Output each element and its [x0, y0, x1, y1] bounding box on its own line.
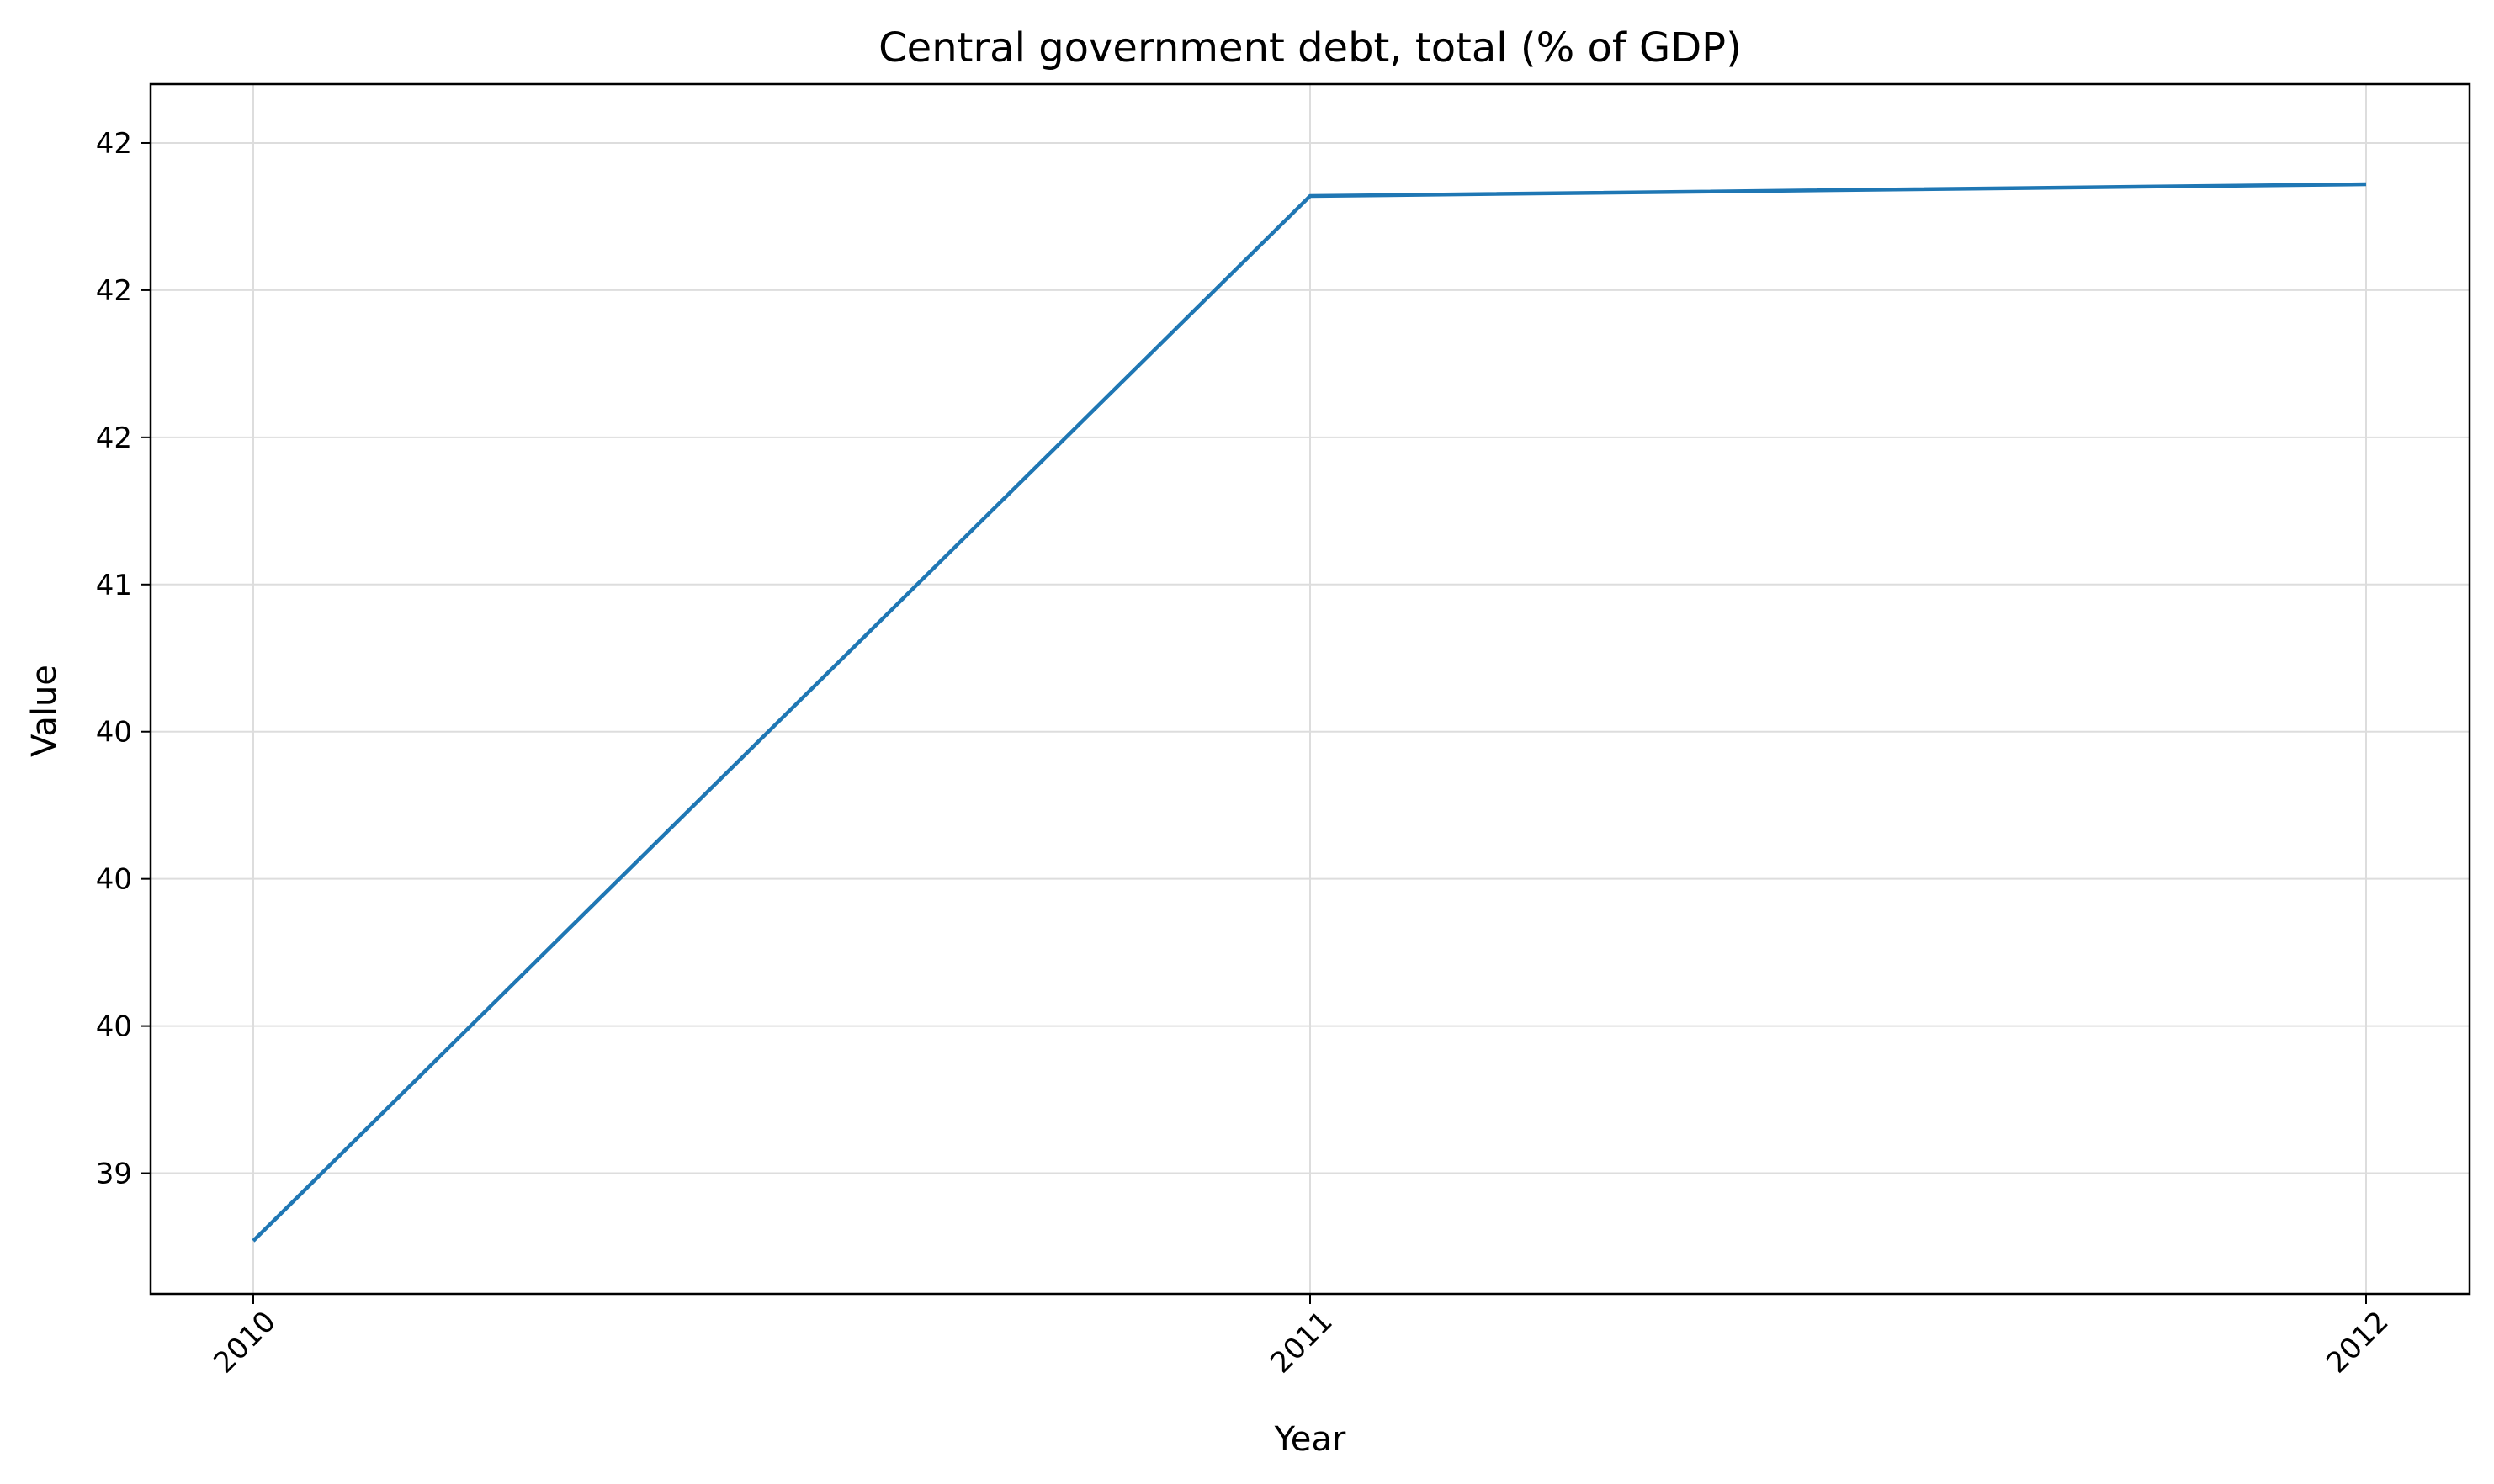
y-tick-label: 39 [96, 1158, 132, 1191]
y-tick-label: 42 [96, 274, 132, 308]
series-layer [252, 182, 2367, 1243]
y-tick-label: 40 [96, 863, 132, 897]
grid [151, 84, 2470, 1294]
y-tick-label: 42 [96, 421, 132, 455]
y-axis-label: Value [25, 665, 64, 757]
y-axis-ticks: 39 40 40 40 41 42 42 42 [96, 127, 151, 1191]
y-tick-label: 41 [96, 569, 132, 602]
x-axis-label: Year [1274, 1420, 1346, 1459]
y-tick-label: 40 [96, 716, 132, 750]
series-line [252, 182, 2367, 1243]
chart-title: Central government debt, total (% of GDP… [878, 24, 1742, 72]
y-tick-label: 40 [96, 1010, 132, 1044]
y-tick-label: 42 [96, 127, 132, 161]
